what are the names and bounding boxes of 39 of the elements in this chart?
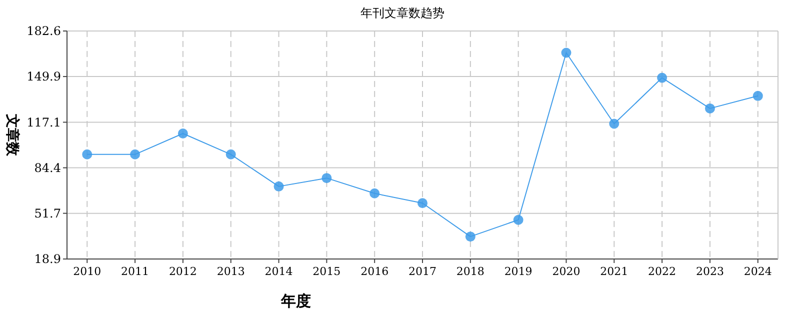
x-tick-label: 2024 <box>744 265 772 278</box>
point <box>322 173 332 184</box>
y-tick-label: 51.7 <box>34 206 61 221</box>
x-tick-label: 2016 <box>360 265 389 278</box>
y-axis-title: 文章数 <box>4 113 21 157</box>
x-tick-label: 2020 <box>552 265 580 278</box>
point <box>178 128 188 139</box>
x-tick-label: 2013 <box>216 265 245 278</box>
x-tick-label: 2017 <box>408 265 436 278</box>
x-tick-label: 2019 <box>504 265 532 278</box>
point <box>561 48 572 58</box>
point <box>226 149 236 160</box>
y-tick-label: 117.1 <box>26 115 61 130</box>
point <box>82 149 92 160</box>
point <box>657 72 668 83</box>
chart-title: 年刊文章数趋势 <box>360 6 444 20</box>
point <box>752 90 763 101</box>
x-tick-label: 2011 <box>121 265 150 278</box>
point <box>513 214 524 225</box>
y-tick-label: 182.6 <box>26 24 61 38</box>
point <box>704 103 715 114</box>
x-tick-label: 2022 <box>648 265 676 278</box>
x-tick-label: 2023 <box>696 265 724 278</box>
x-axis-title: 年度 <box>280 292 311 310</box>
point <box>370 188 380 198</box>
y-tick-label: 18.9 <box>34 252 61 266</box>
x-tick-label: 2018 <box>456 265 484 278</box>
point <box>609 118 620 129</box>
x-tick-label: 2015 <box>312 265 341 278</box>
x-tick-label: 2014 <box>264 265 293 278</box>
point <box>418 198 428 208</box>
point <box>130 149 140 160</box>
y-tick-label: 84.4 <box>34 160 62 175</box>
y-tick-label: 149.9 <box>26 70 61 84</box>
point <box>274 181 284 192</box>
point <box>465 232 476 242</box>
x-tick-label: 2012 <box>168 265 197 278</box>
x-tick-label: 2010 <box>73 265 102 278</box>
x-tick-label: 2021 <box>600 265 628 278</box>
